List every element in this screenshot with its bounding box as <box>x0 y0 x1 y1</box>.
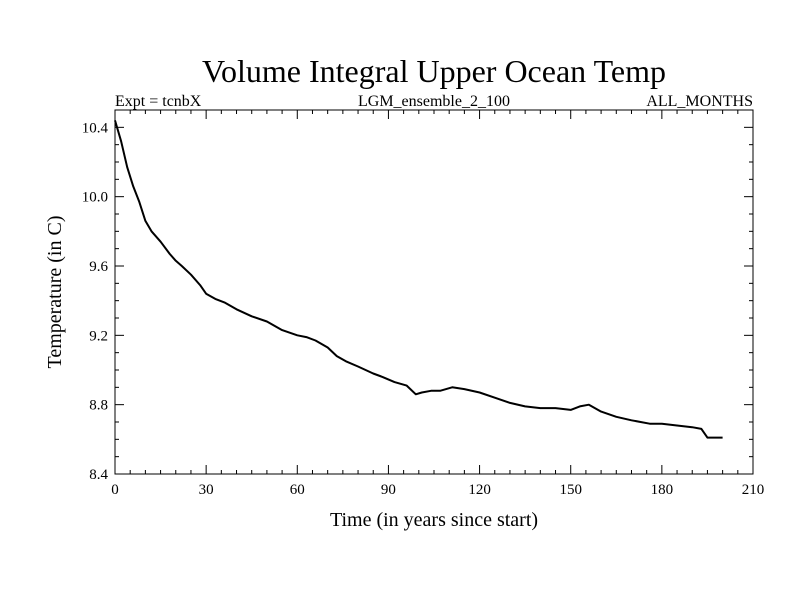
x-tick-label: 60 <box>290 482 305 498</box>
x-tick-label: 210 <box>742 482 765 498</box>
y-tick-label: 8.8 <box>89 398 108 414</box>
x-tick-label: 30 <box>199 482 214 498</box>
plot-frame <box>114 109 754 475</box>
x-tick-label: 90 <box>381 482 396 498</box>
chart-title: Volume Integral Upper Ocean Temp <box>202 53 666 89</box>
x-tick-label: 150 <box>559 482 582 498</box>
y-tick-label: 10.4 <box>82 120 109 136</box>
subtitle-left: Expt = tcnbX <box>115 93 202 110</box>
subtitle-right: ALL_MONTHS <box>646 93 753 110</box>
series-line <box>114 120 723 439</box>
y-tick-label: 10.0 <box>82 190 108 206</box>
y-tick-label: 8.4 <box>89 467 108 483</box>
x-axis-ticks: 0 30 60 90 120 150 180 210 <box>111 110 764 498</box>
x-tick-label: 120 <box>468 482 491 498</box>
subtitle-center: LGM_ensemble_2_100 <box>358 93 510 110</box>
x-tick-label: 0 <box>111 482 119 498</box>
y-axis-ticks: 8.4 8.8 9.2 9.6 10.0 10.4 <box>82 109 753 483</box>
y-tick-label: 9.6 <box>89 259 108 275</box>
y-axis-label: Temperature (in C) <box>44 216 66 369</box>
x-tick-label: 180 <box>651 482 674 498</box>
x-axis-label: Time (in years since start) <box>330 509 538 531</box>
y-tick-label: 9.2 <box>89 328 108 344</box>
